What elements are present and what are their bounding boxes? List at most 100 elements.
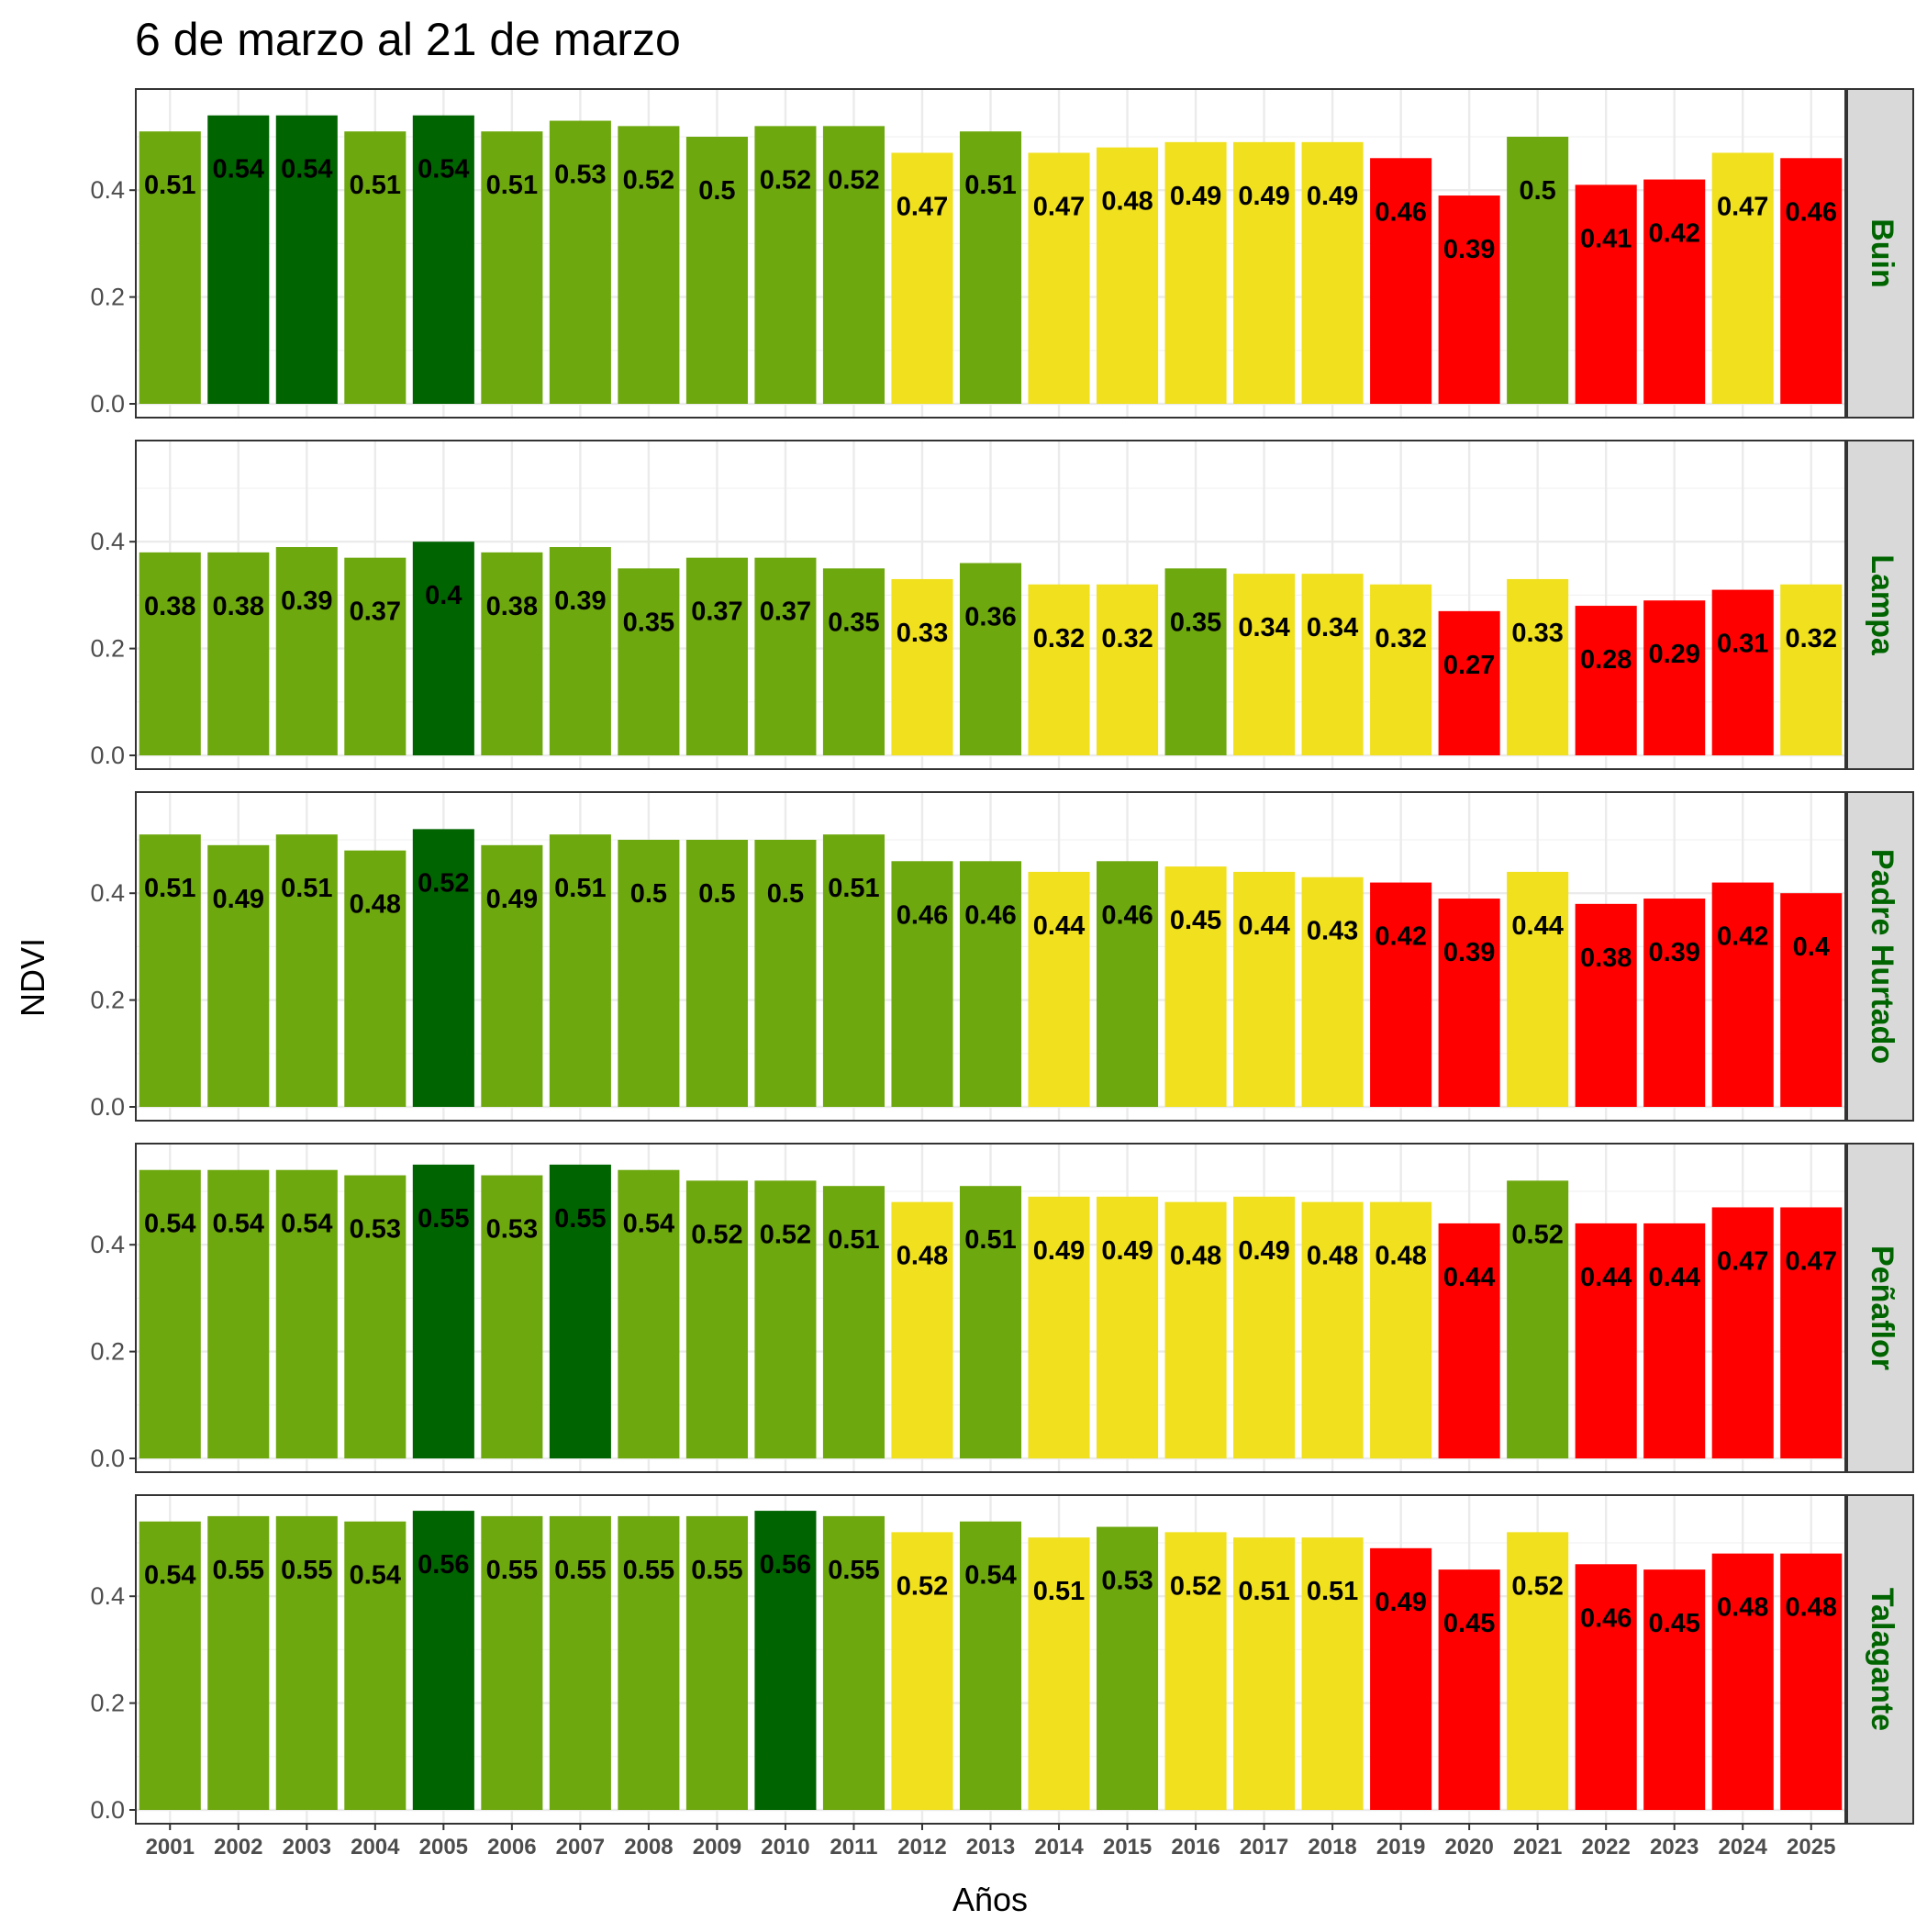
bar-2016 [1164, 1201, 1227, 1458]
bar-value-label: 0.54 [213, 1210, 264, 1239]
x-tick-label: 2023 [1650, 1835, 1699, 1859]
bar-value-label: 0.49 [486, 885, 538, 914]
bar-2013 [959, 1186, 1022, 1458]
bar-2001 [139, 1169, 201, 1458]
bar-2005 [412, 1511, 474, 1810]
bar-2007 [549, 834, 611, 1107]
bar-value-label: 0.52 [623, 165, 674, 195]
bar-2023 [1643, 1223, 1706, 1458]
chart-title: 6 de marzo al 21 de marzo [135, 14, 681, 65]
bar-2011 [822, 834, 885, 1107]
y-tick-label: 0.2 [90, 1338, 125, 1366]
bar-2019 [1370, 1547, 1432, 1810]
bar-value-label: 0.54 [623, 1210, 674, 1239]
bar-2013 [959, 1521, 1022, 1810]
bar-2010 [754, 1180, 817, 1458]
bar-value-label: 0.52 [760, 1220, 811, 1249]
bar-2009 [685, 137, 748, 404]
bar-value-label: 0.51 [144, 171, 195, 200]
bar-value-label: 0.5 [698, 879, 735, 909]
bar-value-label: 0.32 [1786, 624, 1837, 653]
bar-2020 [1438, 195, 1500, 404]
bar-value-label: 0.5 [698, 176, 735, 206]
bar-value-label: 0.48 [1101, 187, 1153, 217]
bar-value-label: 0.49 [1170, 182, 1221, 211]
bar-value-label: 0.34 [1238, 613, 1289, 642]
bar-value-label: 0.29 [1648, 640, 1699, 669]
panel-border [135, 1143, 1846, 1473]
bar-value-label: 0.39 [1648, 938, 1699, 967]
bar-value-label: 0.52 [897, 1571, 948, 1601]
bar-2017 [1233, 141, 1296, 404]
bar-2009 [685, 1515, 748, 1810]
bar-2001 [139, 834, 201, 1107]
y-tick-label: 0.4 [90, 176, 125, 204]
x-tick-label: 2020 [1444, 1835, 1493, 1859]
bar-2021 [1507, 871, 1569, 1107]
bar-2023 [1643, 600, 1706, 755]
bar-value-label: 0.54 [350, 1561, 401, 1591]
bar-value-label: 0.42 [1648, 219, 1699, 249]
bar-value-label: 0.38 [144, 592, 195, 621]
y-tick-label: 0.0 [90, 1093, 125, 1121]
bar-value-label: 0.44 [1033, 911, 1085, 941]
bar-2013 [959, 563, 1022, 755]
bar-value-label: 0.45 [1648, 1609, 1699, 1638]
bar-value-label: 0.54 [964, 1561, 1016, 1591]
bar-value-label: 0.49 [1238, 182, 1289, 211]
bar-2003 [275, 115, 338, 404]
bar-value-label: 0.49 [1307, 182, 1358, 211]
bar-2022 [1575, 184, 1637, 404]
bar-value-label: 0.46 [1580, 1603, 1632, 1633]
bar-value-label: 0.32 [1375, 624, 1426, 653]
x-tick-label: 2001 [146, 1835, 195, 1859]
x-tick-label: 2004 [351, 1835, 400, 1859]
bar-2012 [891, 578, 953, 755]
bar-value-label: 0.52 [691, 1220, 742, 1249]
bar-2014 [1028, 871, 1090, 1107]
bar-value-label: 0.54 [281, 155, 332, 184]
bar-value-label: 0.46 [1786, 197, 1837, 227]
bar-2007 [549, 547, 611, 755]
y-tick-label: 0.0 [90, 390, 125, 418]
bar-value-label: 0.44 [1580, 1263, 1632, 1292]
bar-2005 [412, 1164, 474, 1458]
bar-2008 [618, 840, 680, 1107]
bar-value-label: 0.51 [964, 1225, 1016, 1255]
y-tick-label: 0.2 [90, 1690, 125, 1717]
bar-2004 [344, 1521, 407, 1810]
bar-2005 [412, 115, 474, 404]
bar-2022 [1575, 1223, 1637, 1458]
bar-value-label: 0.5 [767, 879, 804, 909]
bar-value-label: 0.51 [281, 874, 332, 903]
bar-2022 [1575, 1564, 1637, 1810]
bar-value-label: 0.55 [213, 1556, 264, 1585]
bar-value-label: 0.55 [691, 1556, 742, 1585]
bar-2012 [891, 1201, 953, 1458]
bar-value-label: 0.28 [1580, 645, 1632, 675]
bar-2020 [1438, 610, 1500, 755]
bar-value-label: 0.49 [213, 885, 264, 914]
bar-2002 [207, 1169, 270, 1458]
bar-2010 [754, 1511, 817, 1810]
bar-2001 [139, 1521, 201, 1810]
bar-2004 [344, 131, 407, 404]
bar-2013 [959, 861, 1022, 1107]
panel-peñaflor: 0.54 0.54 0.54 0.53 0.55 0.53 0.55 0.54 0.52 0.52… [90, 1143, 1914, 1473]
bar-2023 [1643, 1569, 1706, 1810]
bar-2024 [1711, 1207, 1774, 1458]
bar-2007 [549, 1515, 611, 1810]
y-tick-label: 0.0 [90, 1796, 125, 1824]
bar-2011 [822, 568, 885, 755]
bar-2015 [1097, 1526, 1159, 1810]
bar-2018 [1301, 877, 1364, 1107]
bar-value-label: 0.48 [1786, 1593, 1837, 1623]
bar-2016 [1164, 866, 1227, 1107]
bar-value-label: 0.46 [1101, 900, 1153, 930]
bar-value-label: 0.47 [1717, 192, 1768, 221]
bar-2025 [1780, 1553, 1843, 1810]
bar-2003 [275, 834, 338, 1107]
bar-value-label: 0.47 [1033, 192, 1085, 221]
y-tick-label: 0.0 [90, 1445, 125, 1472]
